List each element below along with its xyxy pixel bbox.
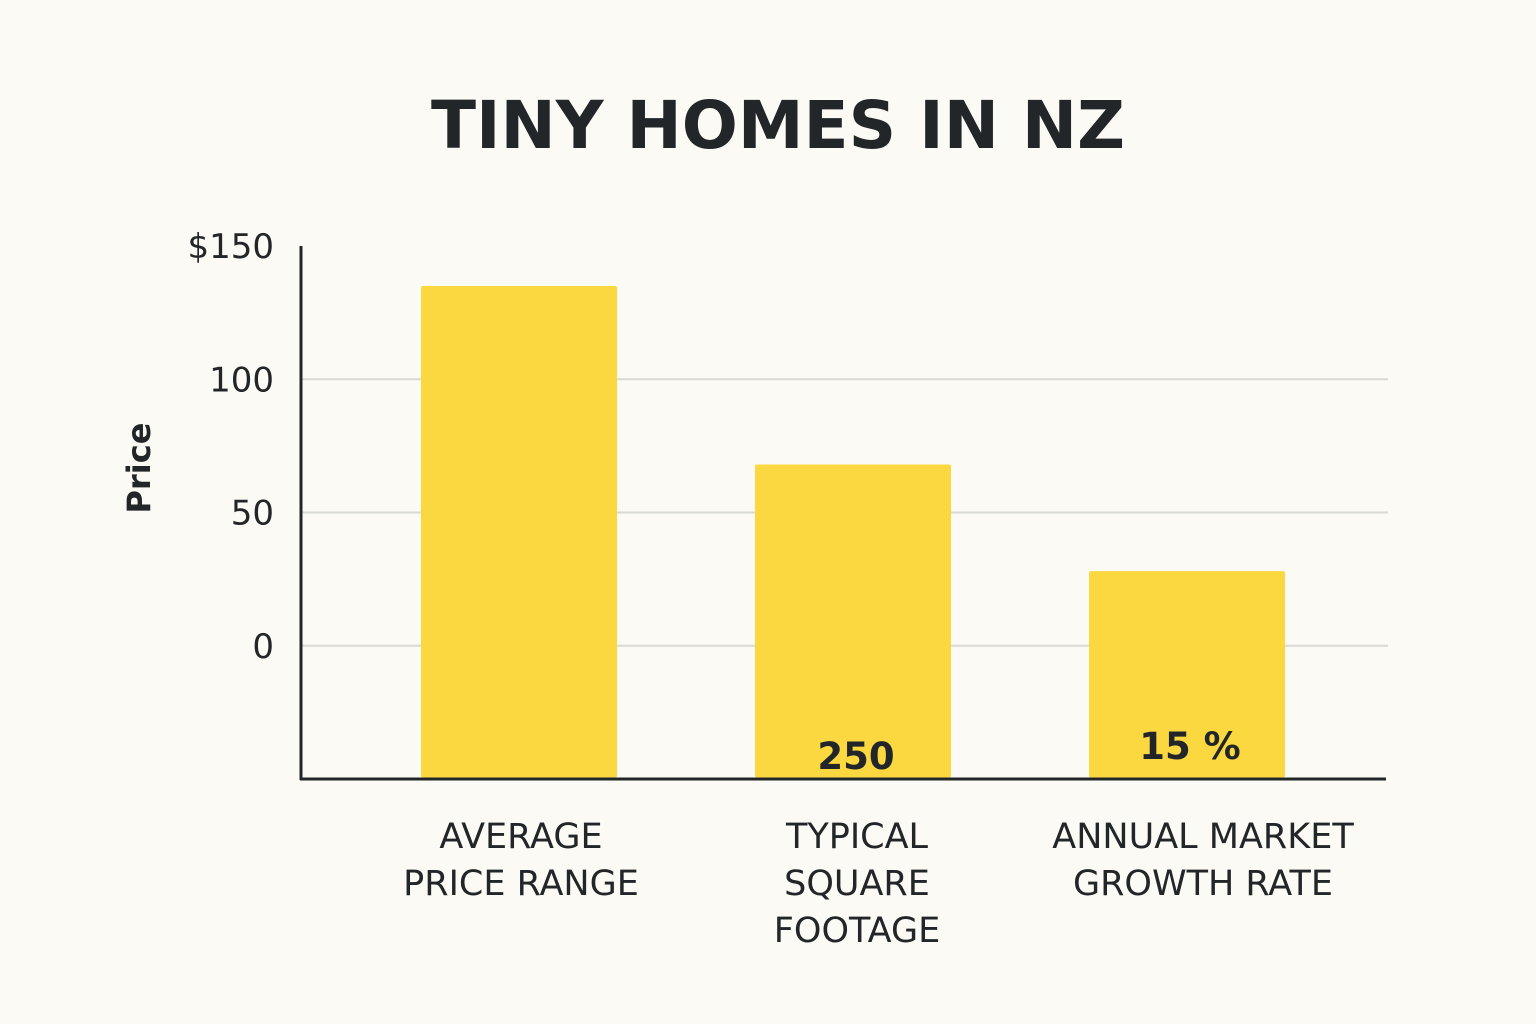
bars — [421, 285, 1285, 778]
y-tick-label: 50 — [231, 494, 274, 534]
bar — [421, 285, 617, 778]
y-axis-title: Price — [120, 423, 158, 514]
x-category-label: AVERAGE — [439, 817, 602, 857]
y-tick-label: 0 — [252, 627, 274, 667]
data-label: 250 — [817, 735, 894, 778]
y-tick-label: $150 — [187, 227, 274, 267]
x-category-label: ANNUAL MARKET — [1052, 817, 1354, 857]
y-tick-label: 100 — [209, 360, 274, 400]
data-label: 15 % — [1139, 725, 1240, 768]
x-category-label: GROWTH RATE — [1073, 864, 1333, 904]
data-labels: 250 15 % — [817, 725, 1240, 778]
category-labels: AVERAGE PRICE RANGE TYPICAL SQUARE FOOTAGE AN… — [403, 817, 1354, 951]
x-category-label: FOOTAGE — [774, 911, 940, 951]
bar — [755, 464, 951, 778]
chart-title: TINY HOMES IN NZ — [431, 87, 1125, 164]
x-category-label: PRICE RANGE — [403, 864, 639, 904]
bar — [1089, 571, 1285, 778]
x-category-label: SQUARE — [784, 864, 930, 904]
x-category-label: TYPICAL — [785, 817, 929, 857]
axes — [299, 246, 1386, 781]
y-tick-labels: $150 100 50 0 — [187, 227, 274, 667]
